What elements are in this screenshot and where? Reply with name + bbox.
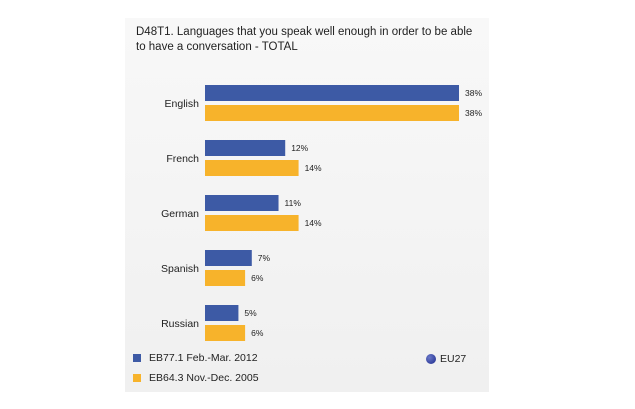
legend-item-2005: EB64.3 Nov.-Dec. 2005 [133,372,259,384]
legend-label-2012: EB77.1 Feb.-Mar. 2012 [149,352,258,364]
bar-french-series-0 [205,140,286,156]
legend-swatch-2012 [133,354,141,362]
value-label-german-series-0: 11% [285,198,302,208]
chart-panel [125,18,489,392]
bar-english-series-0 [205,85,459,101]
value-label-french-series-0: 12% [291,143,308,153]
category-label-english: English [165,98,200,110]
eu27-badge: EU27 [426,353,466,365]
bar-english-series-1 [205,105,459,121]
category-label-german: German [161,208,199,220]
bar-spanish-series-1 [205,270,246,286]
legend-swatch-2005 [133,374,141,382]
eu27-label: EU27 [440,353,467,365]
category-label-french: French [166,153,199,165]
bar-german-series-0 [205,195,279,211]
eu-flag-icon [426,354,436,364]
bar-german-series-1 [205,215,299,231]
legend-item-2012: EB77.1 Feb.-Mar. 2012 [133,352,258,364]
value-label-english-series-0: 38% [465,88,482,98]
bar-spanish-series-0 [205,250,252,266]
value-label-french-series-1: 14% [305,163,322,173]
bar-french-series-1 [205,160,299,176]
bar-russian-series-0 [205,305,239,321]
category-label-spanish: Spanish [161,263,199,275]
chart-title: D48T1. Languages that you speak well eno… [136,26,473,53]
legend-label-2005: EB64.3 Nov.-Dec. 2005 [149,372,259,384]
value-label-german-series-1: 14% [305,218,322,228]
bar-russian-series-1 [205,325,246,341]
value-label-russian-series-0: 5% [244,308,257,318]
category-label-russian: Russian [161,318,199,330]
value-label-english-series-1: 38% [465,108,482,118]
value-label-spanish-series-1: 6% [251,273,264,283]
value-label-russian-series-1: 6% [251,328,264,338]
value-label-spanish-series-0: 7% [258,253,271,263]
